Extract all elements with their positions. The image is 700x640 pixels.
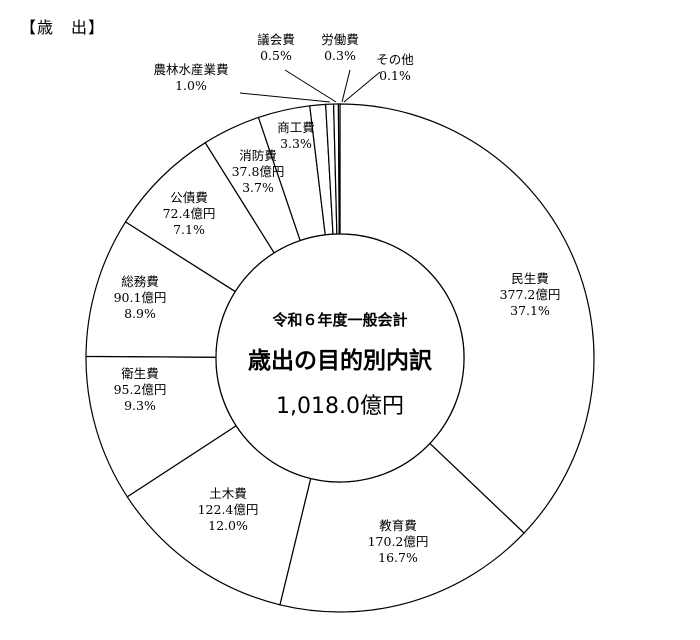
leader-line-11 — [343, 71, 381, 103]
slice-label-name: その他 — [376, 52, 414, 67]
slice-label-name: 衛生費 — [121, 366, 159, 381]
slice-label-11: その他 0.1% — [376, 52, 414, 83]
slice-label-2: 土木費 122.4億円 12.0% — [198, 486, 259, 533]
slice-label-9: 議会費 0.5% — [257, 32, 295, 63]
slices-layer — [85, 103, 595, 613]
slice-label-amount: 95.2億円 — [114, 382, 167, 397]
slice-label-3: 衛生費 95.2億円 9.3% — [114, 366, 167, 413]
slice-label-5: 公債費 72.4億円 7.1% — [163, 190, 216, 237]
slice-label-7: 商工費 3.3% — [277, 120, 315, 151]
slice-label-amount: 170.2億円 — [368, 534, 429, 549]
slice-label-percent: 0.1% — [379, 68, 411, 83]
slice-label-percent: 7.1% — [173, 222, 205, 237]
slice-label-6: 消防費 37.8億円 3.7% — [232, 148, 285, 195]
center-title: 歳出の目的別内訳 — [248, 347, 433, 374]
slice-label-amount: 72.4億円 — [163, 206, 216, 221]
slice-label-name: 労働費 — [321, 32, 359, 47]
section-heading: 【歳 出】 — [20, 18, 106, 37]
slice-label-percent: 9.3% — [124, 398, 156, 413]
slice-label-name: 商工費 — [277, 120, 315, 135]
slice-label-percent: 3.3% — [280, 136, 312, 151]
slice-label-1: 教育費 170.2億円 16.7% — [368, 518, 429, 565]
slice-label-name: 公債費 — [170, 190, 208, 205]
pie-slice-11 — [337, 103, 341, 235]
slice-label-10: 労働費 0.3% — [321, 32, 359, 63]
slice-label-percent: 3.7% — [242, 180, 274, 195]
slice-label-name: 総務費 — [121, 274, 159, 289]
slice-label-name: 消防費 — [239, 148, 277, 163]
slice-label-percent: 12.0% — [208, 518, 248, 533]
labels-layer: 民生費 377.2億円 37.1% 教育費 170.2億円 16.7% 土木費 122.4億円… — [114, 32, 561, 565]
leader-line-8 — [239, 92, 331, 103]
slice-label-8: 農林水産業費 1.0% — [153, 62, 228, 93]
leader-line-9 — [284, 69, 337, 103]
slice-label-name: 土木費 — [209, 486, 247, 501]
center-subtitle: 令和６年度一般会計 — [272, 311, 407, 329]
center-total: 1,018.0億円 — [276, 394, 404, 419]
slice-label-amount: 90.1億円 — [114, 290, 167, 305]
slice-label-0: 民生費 377.2億円 37.1% — [500, 271, 561, 318]
inner-circle — [215, 233, 465, 483]
slice-label-name: 民生費 — [511, 271, 549, 286]
slice-label-name: 教育費 — [379, 518, 417, 533]
slice-label-4: 総務費 90.1億円 8.9% — [114, 274, 167, 321]
slice-label-name: 農林水産業費 — [153, 62, 228, 77]
slice-label-percent: 8.9% — [124, 306, 156, 321]
slice-label-amount: 377.2億円 — [500, 287, 561, 302]
slice-label-amount: 122.4億円 — [198, 502, 259, 517]
slice-label-name: 議会費 — [257, 32, 295, 47]
leader-line-10 — [341, 69, 351, 103]
slice-label-percent: 0.5% — [260, 48, 292, 63]
slice-label-percent: 0.3% — [324, 48, 356, 63]
slice-label-percent: 1.0% — [175, 78, 207, 93]
slice-label-percent: 16.7% — [378, 550, 418, 565]
slice-label-percent: 37.1% — [510, 303, 550, 318]
leader-lines-layer — [239, 69, 381, 103]
slice-label-amount: 37.8億円 — [232, 164, 285, 179]
